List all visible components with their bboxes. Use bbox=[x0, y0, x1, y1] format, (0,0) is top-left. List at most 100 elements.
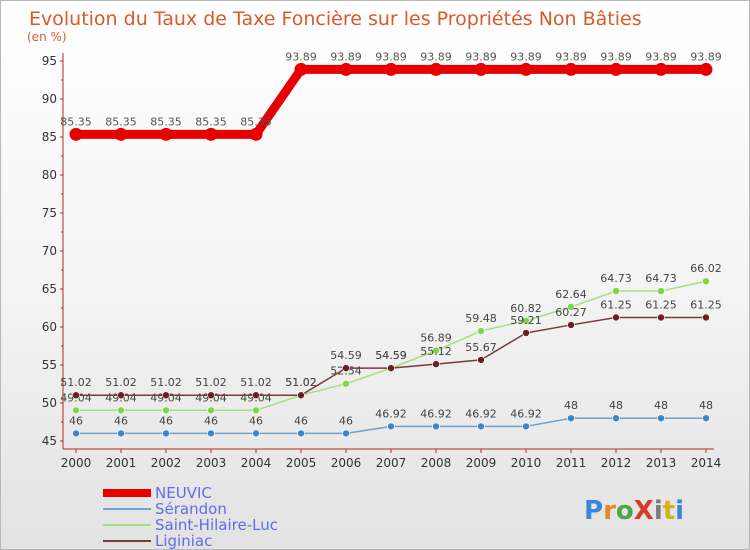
data-point bbox=[609, 62, 623, 76]
data-label: 93.89 bbox=[375, 50, 407, 63]
y-tick-label: 65 bbox=[42, 282, 57, 296]
data-label: 85.35 bbox=[195, 115, 227, 128]
y-tick-label: 55 bbox=[42, 358, 57, 372]
data-point bbox=[69, 127, 83, 141]
data-label: 59.48 bbox=[465, 312, 497, 325]
data-label: 61.25 bbox=[690, 299, 722, 312]
data-point bbox=[567, 303, 575, 311]
data-point bbox=[702, 313, 710, 322]
data-label: 51.02 bbox=[60, 376, 92, 389]
data-point bbox=[342, 429, 350, 438]
x-tick-label: 2005 bbox=[286, 456, 317, 470]
data-point bbox=[72, 429, 80, 438]
data-point bbox=[117, 429, 125, 438]
data-label: 51.02 bbox=[285, 376, 317, 389]
data-point bbox=[522, 329, 530, 337]
data-point bbox=[519, 62, 533, 76]
legend-label: Liginiac bbox=[155, 532, 212, 549]
data-point bbox=[204, 127, 218, 141]
data-label: 51.02 bbox=[285, 376, 317, 389]
proxiti-logo: ProXiti bbox=[584, 496, 684, 526]
data-label: 60.82 bbox=[510, 302, 542, 315]
data-point bbox=[207, 429, 215, 438]
data-point bbox=[702, 414, 710, 423]
data-point bbox=[72, 391, 80, 400]
data-point bbox=[387, 364, 395, 372]
data-label: 55.12 bbox=[420, 345, 452, 358]
data-label: 48 bbox=[699, 399, 713, 412]
data-label: 46.92 bbox=[510, 407, 542, 420]
axes: 45 50 55 60 65 70 75 80 85 90 95 2000 2001 2002 2003 20… bbox=[42, 53, 721, 470]
data-label: 93.89 bbox=[510, 50, 542, 63]
data-label: 54.59 bbox=[375, 349, 407, 362]
data-point bbox=[162, 406, 170, 415]
legend-label: Saint-Hilaire-Luc bbox=[155, 516, 278, 534]
y-tick-label: 45 bbox=[42, 434, 57, 448]
data-label: 93.89 bbox=[465, 50, 497, 63]
data-point bbox=[159, 127, 173, 141]
data-label: 85.35 bbox=[105, 115, 137, 128]
y-tick-label: 75 bbox=[42, 206, 57, 220]
data-point bbox=[207, 406, 215, 415]
data-label: 51.02 bbox=[240, 376, 272, 389]
data-point bbox=[702, 277, 710, 286]
data-point bbox=[522, 316, 530, 325]
x-tick-label: 2000 bbox=[61, 456, 92, 470]
data-label: 46 bbox=[294, 414, 308, 427]
data-label: 61.25 bbox=[645, 299, 677, 312]
data-label: 93.89 bbox=[420, 50, 452, 63]
x-tick-label: 2012 bbox=[601, 456, 632, 470]
x-tick-label: 2002 bbox=[151, 456, 182, 470]
x-tick-label: 2004 bbox=[241, 456, 272, 470]
y-tick-label: 60 bbox=[42, 320, 57, 334]
data-point bbox=[384, 62, 398, 76]
x-tick-label: 2011 bbox=[556, 456, 587, 470]
data-point bbox=[657, 313, 665, 322]
data-label: 60.27 bbox=[555, 306, 587, 319]
data-label: 56.89 bbox=[420, 332, 452, 345]
data-label: 93.89 bbox=[285, 50, 317, 63]
data-label: 46 bbox=[69, 414, 83, 427]
data-point bbox=[387, 422, 395, 431]
data-point bbox=[657, 287, 665, 295]
data-label: 59.21 bbox=[510, 314, 542, 327]
series-s-randon: 46 46 46 46 46 46 46 46.92 46.92 46.92 46.92 48 48 48… bbox=[69, 399, 713, 438]
x-tick-label: 2001 bbox=[106, 456, 137, 470]
data-point bbox=[432, 346, 440, 355]
data-label: 54.59 bbox=[330, 349, 362, 362]
y-tick-label: 80 bbox=[42, 168, 57, 182]
data-label: 62.64 bbox=[555, 288, 587, 301]
data-label: 66.02 bbox=[690, 262, 722, 275]
data-point bbox=[117, 391, 125, 400]
data-label: 48 bbox=[609, 399, 623, 412]
data-point bbox=[474, 62, 488, 76]
data-label: 46.92 bbox=[420, 407, 452, 420]
legend-item: Sérandon bbox=[103, 500, 227, 518]
data-point bbox=[522, 422, 530, 431]
legend-item: NEUVIC bbox=[103, 484, 212, 502]
chart-title: Evolution du Taux de Taxe Foncière sur l… bbox=[29, 8, 642, 30]
data-point bbox=[429, 62, 443, 76]
data-label: 48 bbox=[654, 399, 668, 412]
data-label: 46.92 bbox=[375, 407, 407, 420]
logo-text: ProXiti bbox=[584, 496, 684, 526]
unit-label: (en %) bbox=[27, 30, 67, 44]
x-tick-label: 2009 bbox=[466, 456, 497, 470]
legend-label: NEUVIC bbox=[155, 484, 212, 502]
data-label: 54.59 bbox=[375, 349, 407, 362]
data-label: 64.73 bbox=[645, 272, 677, 285]
data-point bbox=[339, 62, 353, 76]
data-label: 85.35 bbox=[60, 115, 92, 128]
data-label: 46 bbox=[204, 414, 218, 427]
data-point bbox=[612, 313, 620, 322]
data-label: 55.67 bbox=[465, 341, 497, 354]
data-point bbox=[252, 406, 260, 415]
x-tick-label: 2006 bbox=[331, 456, 362, 470]
data-point bbox=[252, 429, 260, 438]
data-point bbox=[564, 62, 578, 76]
x-tick-label: 2013 bbox=[646, 456, 677, 470]
data-label: 51.02 bbox=[150, 376, 182, 389]
data-label: 93.89 bbox=[330, 50, 362, 63]
